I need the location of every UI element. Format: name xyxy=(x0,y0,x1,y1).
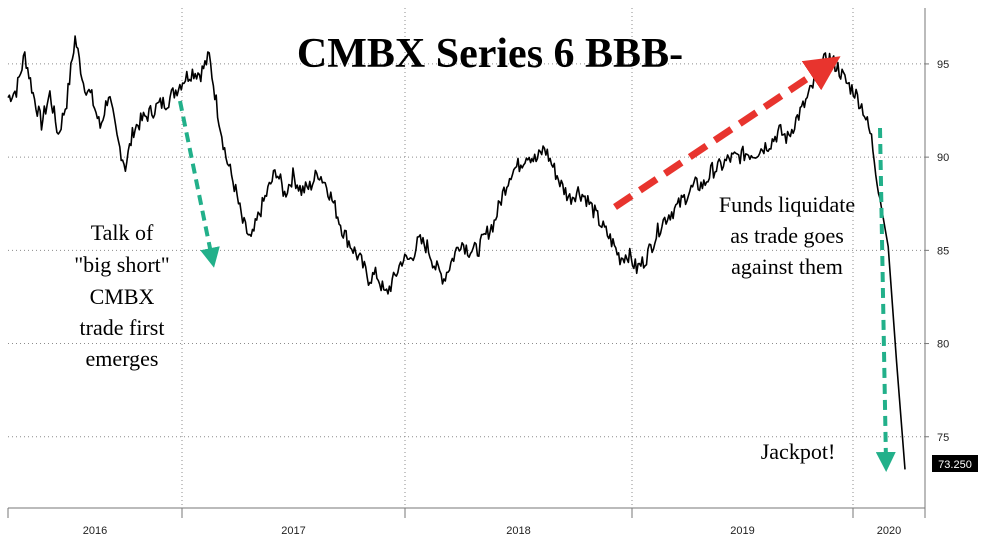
annotation-line: Jackpot! xyxy=(761,439,836,464)
x-tick-label: 2019 xyxy=(730,525,754,537)
y-tick-label: 75 xyxy=(937,432,949,444)
green-dashed-arrow-down-left xyxy=(178,100,220,268)
green-dashed-arrow-down-right xyxy=(875,127,896,472)
annotation-talk-of-big-short: Talk of "big short" CMBX trade first eme… xyxy=(74,220,170,371)
axes xyxy=(8,8,926,509)
arrow-layer xyxy=(178,56,896,472)
x-tick-label: 2017 xyxy=(281,525,305,537)
chart-title: CMBX Series 6 BBB- xyxy=(297,31,683,77)
y-axis-ticks: 75 80 85 90 95 xyxy=(925,59,949,444)
y-tick-label: 90 xyxy=(937,152,949,164)
annotation-line: as trade goes xyxy=(730,223,844,248)
series-line xyxy=(7,35,906,470)
annotation-line: trade first xyxy=(80,315,165,340)
last-value-badge: 73.250 xyxy=(932,455,978,472)
annotation-line: Funds liquidate xyxy=(719,192,855,217)
series-layer xyxy=(7,35,906,470)
y-tick-label: 80 xyxy=(937,339,949,351)
y-tick-label: 95 xyxy=(937,59,949,71)
annotation-line: against them xyxy=(731,254,843,279)
gridlines xyxy=(8,8,925,508)
y-tick-label: 85 xyxy=(937,245,949,257)
red-dashed-arrow-up xyxy=(613,56,841,210)
x-tick-label: 2016 xyxy=(83,525,107,537)
annotation-line: Talk of xyxy=(91,220,154,245)
last-value-label: 73.250 xyxy=(938,459,972,471)
annotation-line: CMBX xyxy=(90,284,155,309)
x-axis-ticks: 2016 2017 2018 2019 2020 xyxy=(7,508,926,537)
x-tick-label: 2020 xyxy=(877,525,901,537)
annotation-funds-liquidate: Funds liquidate as trade goes against th… xyxy=(719,192,855,279)
annotation-jackpot: Jackpot! xyxy=(761,439,836,464)
annotation-line: "big short" xyxy=(74,252,170,277)
last-value-box xyxy=(932,455,978,472)
x-tick-label: 2018 xyxy=(506,525,530,537)
annotation-line: emerges xyxy=(86,346,159,371)
